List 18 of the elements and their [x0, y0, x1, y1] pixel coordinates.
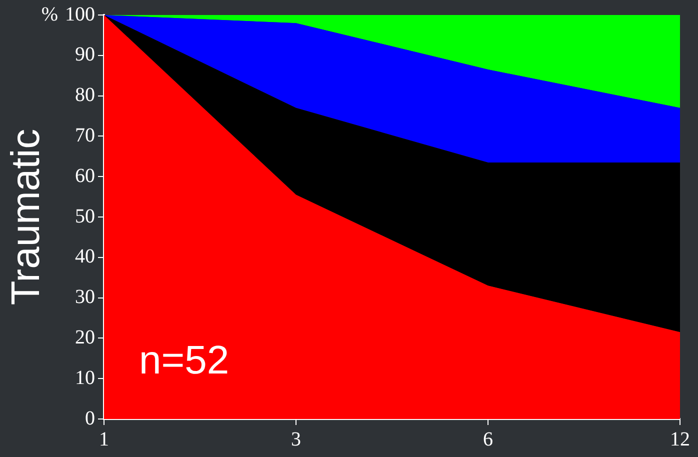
y-tick-label: 70	[75, 124, 95, 146]
y-tick-label: 60	[75, 164, 95, 187]
y-tick-label: 10	[75, 366, 95, 389]
annotation: n=52	[139, 338, 230, 382]
y-tick-label: 80	[75, 84, 95, 106]
x-tick-label: 12	[670, 428, 690, 450]
y-tick-label: 50	[75, 205, 95, 228]
y-tick-label: 30	[75, 286, 95, 308]
text: %	[41, 3, 58, 26]
y-tick-label: 100	[65, 3, 95, 26]
y-tick-label: 40	[75, 246, 95, 268]
x-tick-label: 6	[483, 428, 493, 450]
x-tick-label: 3	[291, 428, 301, 450]
y-tick-label: 90	[75, 44, 95, 66]
y-axis-title: Traumatic	[4, 128, 48, 306]
x-tick-label: 1	[99, 428, 109, 450]
y-tick-label: 20	[75, 326, 95, 348]
y-tick-label: 0	[85, 407, 95, 430]
